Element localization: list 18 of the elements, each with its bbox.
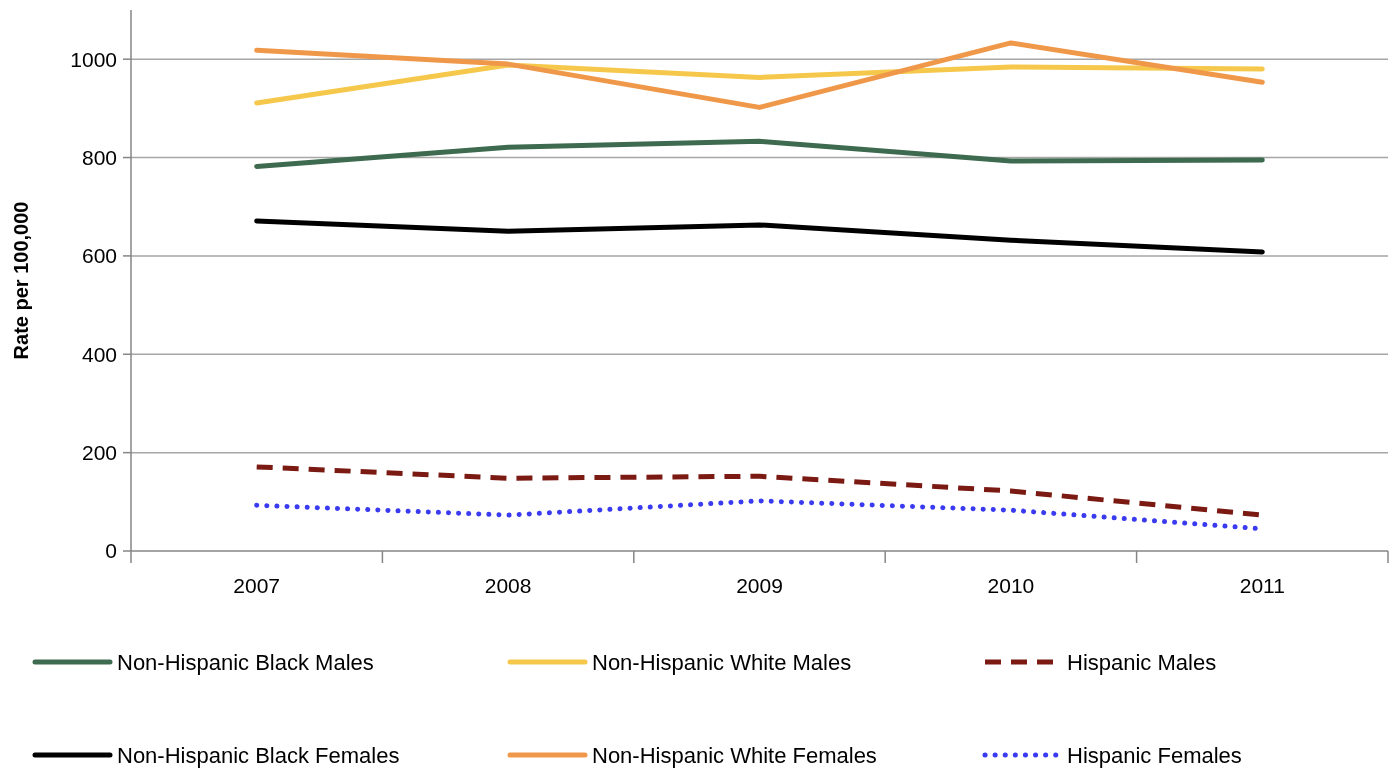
x-tick-label: 2009 — [736, 574, 783, 597]
y-tick-label: 400 — [81, 342, 117, 366]
legend-label: Non-Hispanic Black Females — [117, 742, 400, 768]
legend-label: Non-Hispanic White Females — [592, 742, 877, 768]
x-tick-label: 2007 — [233, 574, 281, 597]
legend-label: Hispanic Females — [1067, 742, 1242, 768]
y-tick-label: 600 — [81, 244, 117, 268]
legend-label: Hispanic Males — [1067, 649, 1217, 675]
y-tick-label: 200 — [81, 440, 117, 464]
legend-label: Non-Hispanic Black Males — [117, 649, 374, 675]
y-axis-title: Rate per 100,000 — [10, 201, 32, 360]
legend-label: Non-Hispanic White Males — [592, 649, 852, 675]
x-tick-label: 2010 — [987, 574, 1035, 597]
y-tick-label: 0 — [105, 539, 117, 563]
y-tick-label: 800 — [81, 145, 117, 169]
x-tick-label: 2008 — [484, 574, 532, 597]
y-tick-label: 1000 — [70, 47, 117, 71]
x-tick-label: 2011 — [1239, 574, 1285, 597]
